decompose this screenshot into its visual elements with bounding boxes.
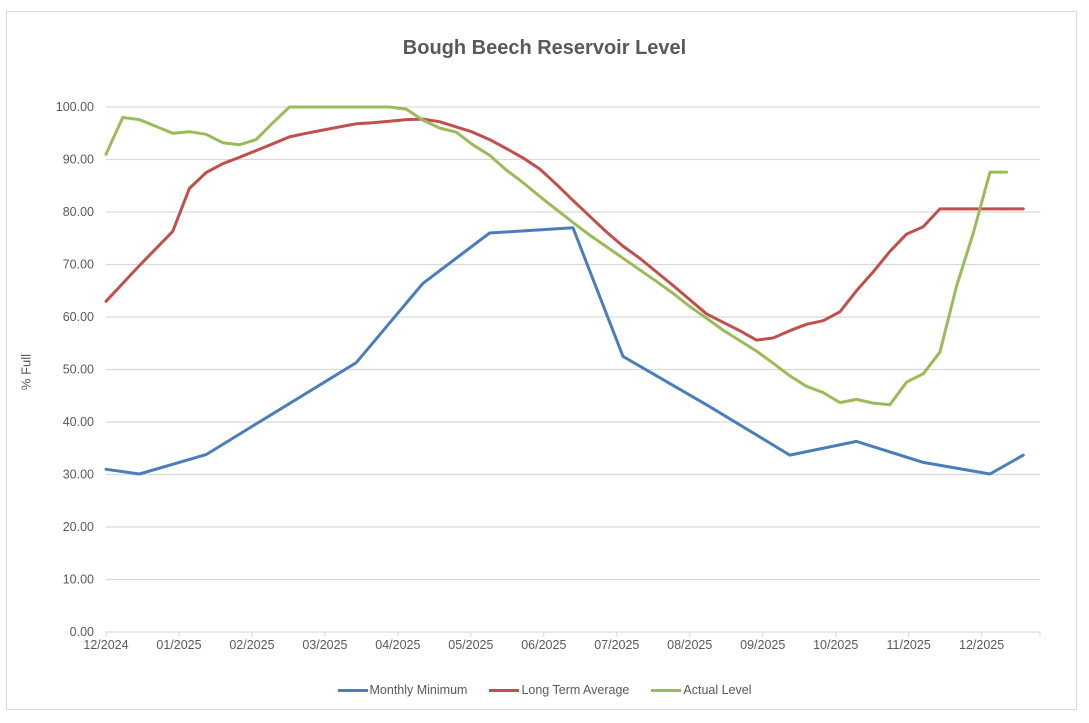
legend-label: Actual Level xyxy=(683,683,752,697)
chart-frame xyxy=(6,11,1077,710)
y-tick-label: 70.00 xyxy=(63,258,94,272)
legend-item-long-term-average: Long Term Average xyxy=(489,683,629,697)
series-line-actual-level xyxy=(104,105,1009,407)
x-tick-label: 04/2025 xyxy=(375,638,420,652)
y-tick-label: 40.00 xyxy=(63,415,94,429)
y-tick-label: 100.00 xyxy=(56,100,94,114)
series-line-monthly-minimum xyxy=(104,226,1025,476)
gridlines xyxy=(106,106,1040,633)
y-tick-label: 90.00 xyxy=(63,153,94,167)
x-tick-label: 05/2025 xyxy=(448,638,493,652)
x-tick-label: 03/2025 xyxy=(302,638,347,652)
chart-title: Bough Beech Reservoir Level xyxy=(402,37,687,59)
legend-swatch-blue xyxy=(337,688,368,692)
legend-label: Long Term Average xyxy=(521,683,630,697)
y-tick-label: 50.00 xyxy=(63,363,94,377)
x-tick-label: 10/2025 xyxy=(813,638,858,652)
y-tick-label: 80.00 xyxy=(63,205,94,219)
series-lines xyxy=(104,105,1025,476)
x-tick-label: 09/2025 xyxy=(740,638,785,652)
y-tick-label: 60.00 xyxy=(63,310,94,324)
y-tick-label: 0.00 xyxy=(70,625,94,639)
x-axis: 12/2024 01/2025 02/2025 03/2025 04/2025 05/20… xyxy=(83,632,1041,652)
y-tick-label: 30.00 xyxy=(63,468,94,482)
legend-item-monthly-minimum: Monthly Minimum xyxy=(337,683,468,697)
x-tick-label: 06/2025 xyxy=(521,638,566,652)
legend-swatch-red xyxy=(489,688,520,692)
series-line-long-term-average xyxy=(104,117,1025,342)
x-tick-label: 02/2025 xyxy=(229,638,274,652)
x-tick-label: 01/2025 xyxy=(156,638,201,652)
x-tick-label: 11/2025 xyxy=(887,638,931,652)
legend: Monthly Minimum Long Term Average Actual… xyxy=(0,683,1089,697)
x-tick-label: 07/2025 xyxy=(594,638,639,652)
y-tick-label: 10.00 xyxy=(63,573,94,587)
y-tick-label: 20.00 xyxy=(63,520,94,534)
x-tick-label: 12/2024 xyxy=(83,638,128,652)
legend-label: Monthly Minimum xyxy=(369,683,468,697)
x-tick-label: 08/2025 xyxy=(667,638,712,652)
x-tick-label: 12/2025 xyxy=(959,638,1004,652)
legend-swatch-green xyxy=(651,688,682,692)
y-axis-ticks: 0.00 10.00 20.00 30.00 40.00 50.00 60.00 70.00 8… xyxy=(56,100,94,639)
legend-item-actual-level: Actual Level xyxy=(651,683,752,697)
